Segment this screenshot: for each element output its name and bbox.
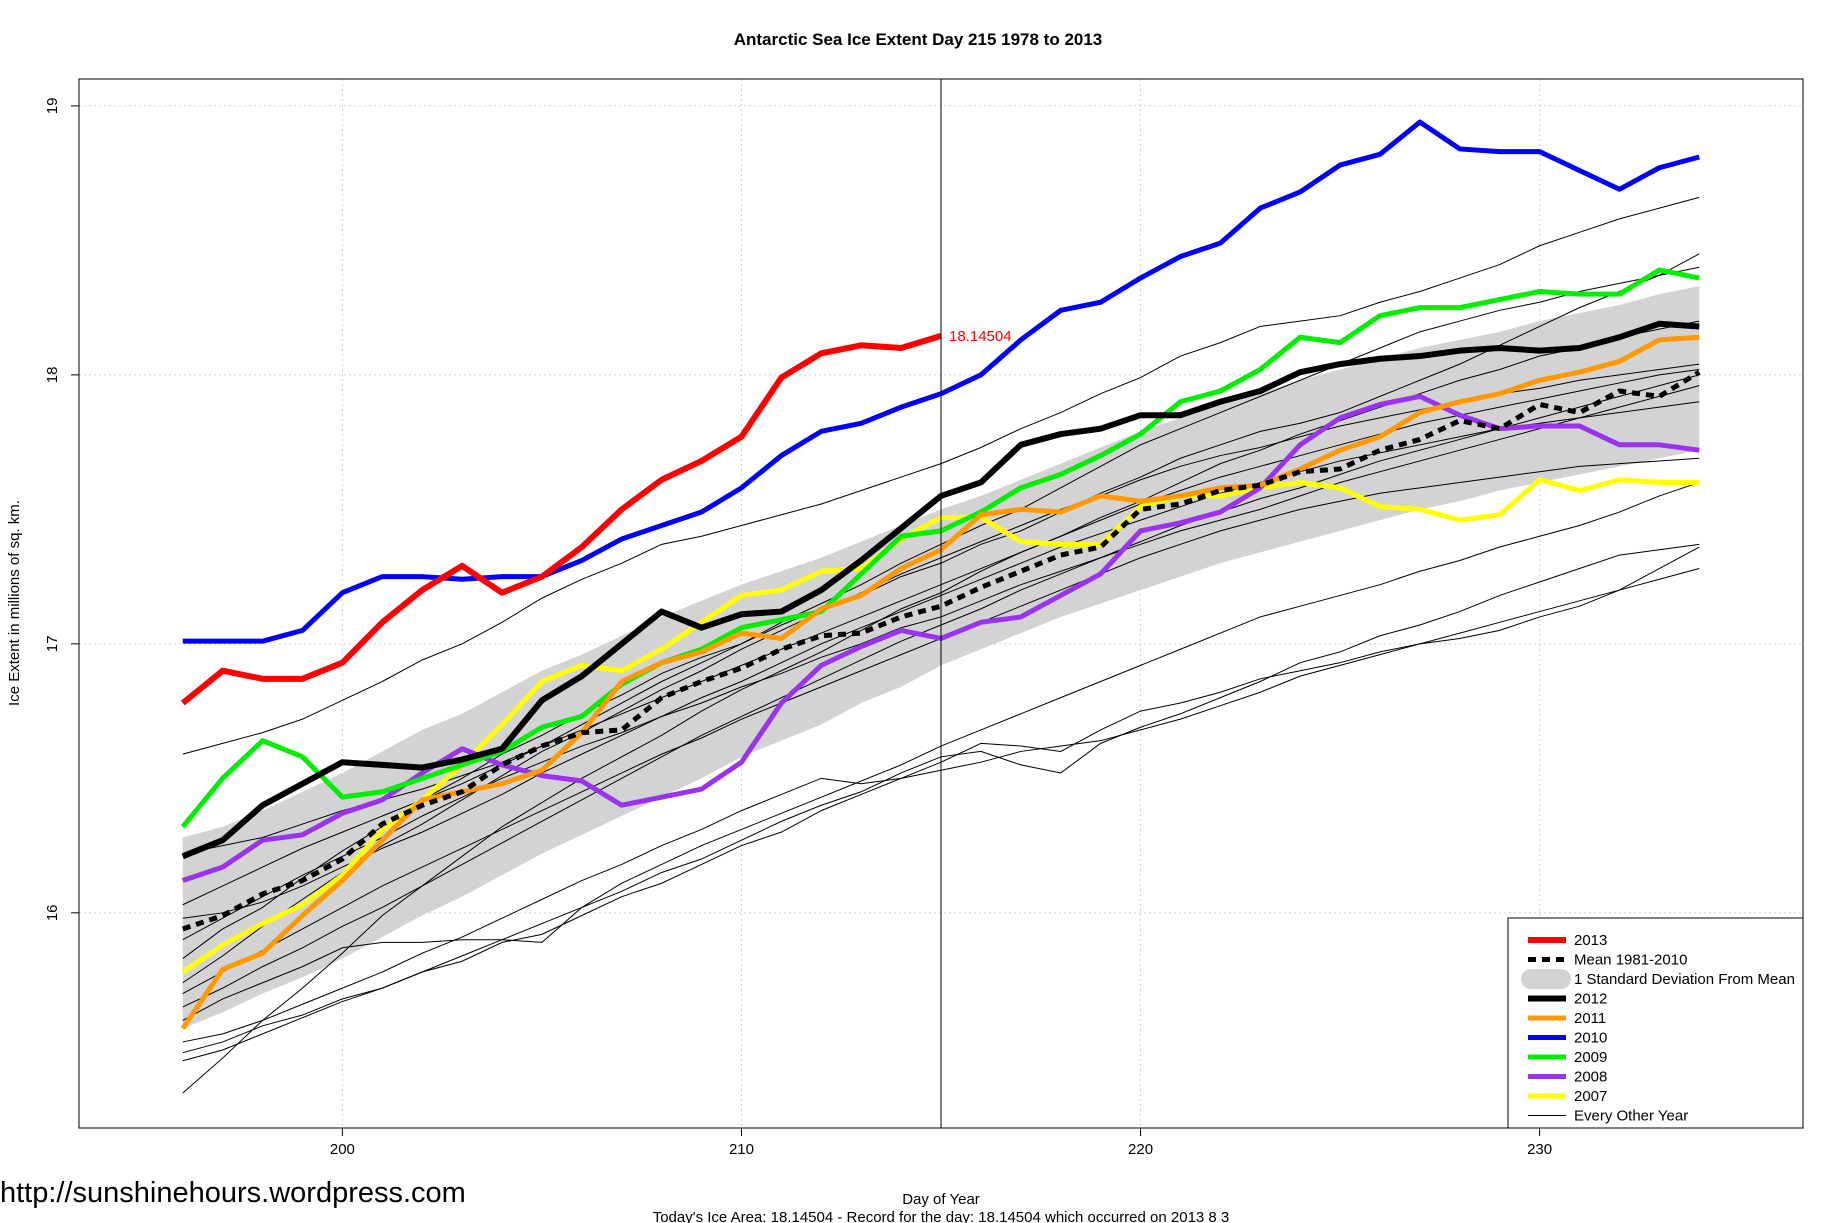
legend-label-2008: 2008 [1574,1069,1607,1086]
x-tick-label: 210 [729,1141,754,1158]
y-tick-label: 17 [44,636,61,653]
y-tick-label: 19 [44,98,61,115]
x-axis-label: Day of Year [902,1191,980,1208]
series-line-2013 [180,332,942,706]
legend-label-mean-1981-2010: Mean 1981-2010 [1574,952,1687,969]
footer-summary: Today's Ice Area: 18.14504 - Record for … [653,1209,1230,1223]
x-tick-label: 220 [1128,1141,1153,1158]
legend-label-2009: 2009 [1574,1049,1607,1066]
chart-title: Antarctic Sea Ice Extent Day 215 1978 to… [734,30,1103,49]
legend-swatch-band [1521,969,1571,989]
legend: 2013 Mean 1981-2010 1 Standard Deviation F… [1507,917,1804,1129]
x-tick-label: 230 [1527,1141,1552,1158]
watermark-url: http://sunshinehours.wordpress.com [0,1177,466,1209]
legend-label-2013: 2013 [1574,932,1607,949]
legend-label-2011: 2011 [1574,1010,1606,1027]
y-axis-ticks: 16 17 18 19 [44,98,79,921]
legend-label-every-other-year: Every Other Year [1574,1108,1688,1125]
plot-frame [78,78,1804,1129]
y-tick-label: 16 [44,904,61,921]
legend-label-2007: 2007 [1574,1088,1607,1105]
x-axis-ticks: 200 210 220 230 [330,1128,1552,1158]
legend-label-2012: 2012 [1574,991,1607,1008]
x-tick-label: 200 [330,1141,355,1158]
legend-label-1-standard-deviation-from-mean: 1 Standard Deviation From Mean [1574,971,1795,988]
y-tick-label: 18 [44,367,61,384]
legend-label-2010: 2010 [1574,1030,1607,1047]
legend-box [1507,917,1804,1129]
current-value-label: 18.14504 [949,328,1012,345]
y-axis-label: Ice Extent in millions of sq. km. [6,500,23,706]
series-line-mean-1981-2010 [181,370,1701,932]
